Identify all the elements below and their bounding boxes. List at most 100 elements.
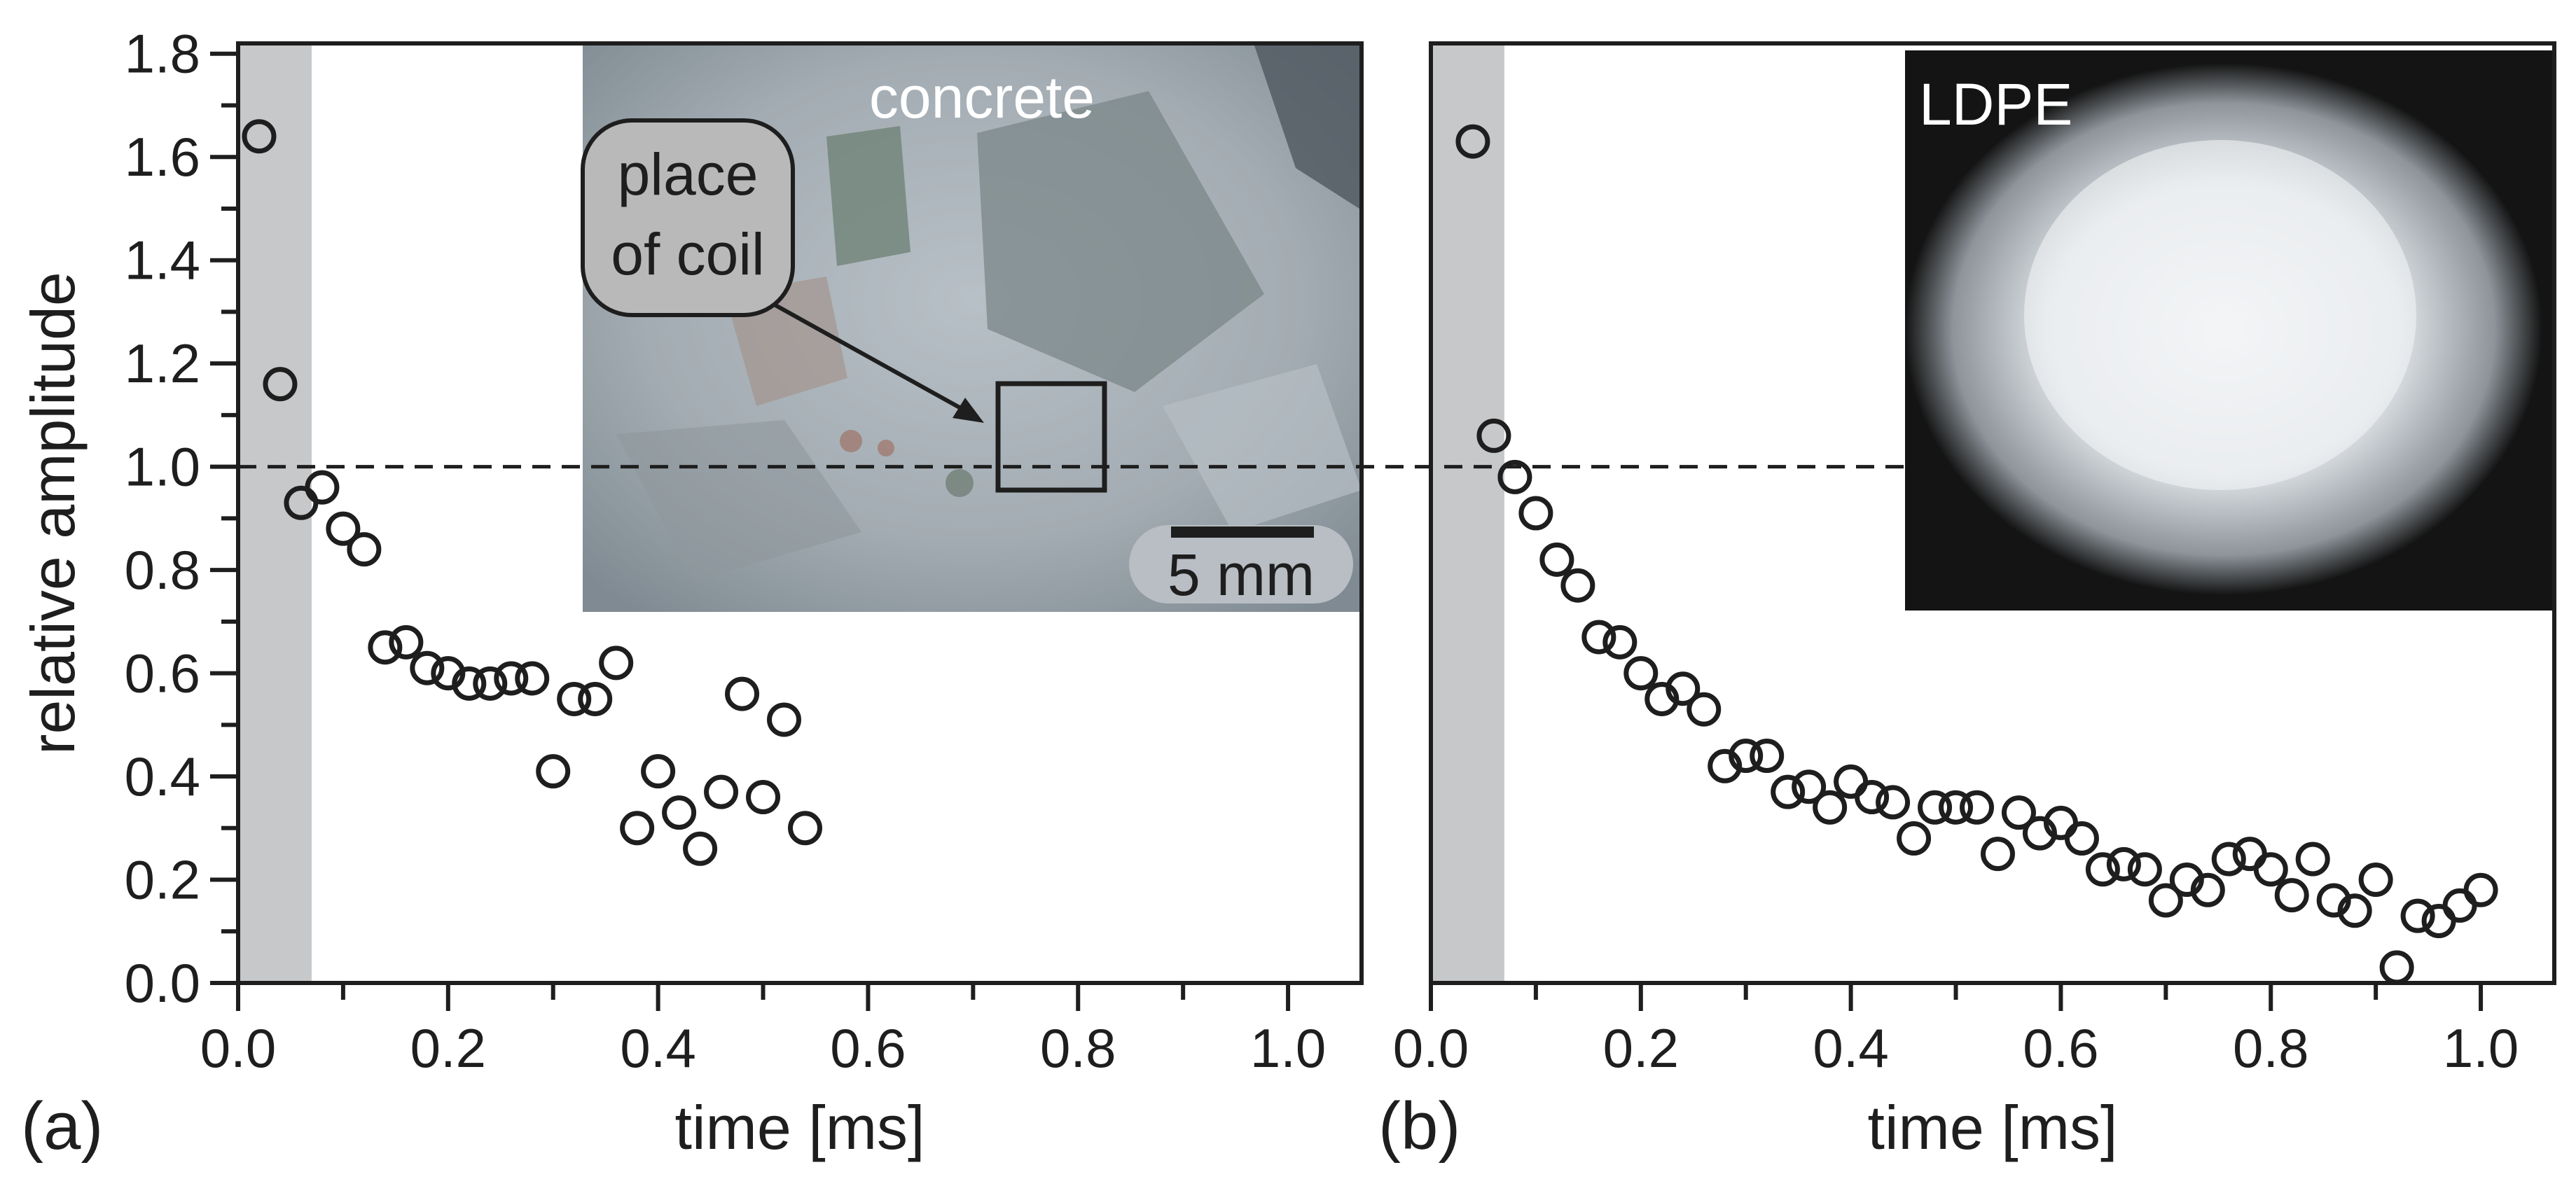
y-tick-label: 0.8 [125,539,200,601]
data-point [2337,893,2372,928]
data-point [2421,904,2456,939]
callout-line-1: place [618,141,759,207]
data-point [662,795,697,830]
plot-frame-b [1429,41,2556,985]
data-point [2295,842,2330,877]
x-tick-label: 1.0 [1250,1017,1326,1079]
pellet-heap-core [2024,140,2416,490]
data-point [1834,764,1869,799]
y-tick-label: 0.2 [125,849,200,911]
data-point [494,661,529,696]
data-point [1708,748,1743,783]
data-point [1497,459,1532,494]
data-point [452,666,487,701]
data-point [242,119,277,154]
data-point [2232,837,2267,872]
x-tick-label: 0.6 [2023,1017,2098,1079]
data-point [1602,625,1637,660]
data-point [2190,872,2225,907]
data-point [1518,496,1553,531]
data-point [1476,418,1511,453]
callout-arrow [769,300,974,417]
y-tick-label: 0.0 [125,952,200,1014]
data-point [515,661,550,696]
y-tick-label: 1.8 [125,23,200,85]
data-point [2064,821,2099,856]
data-point [2400,898,2435,933]
data-point [2442,888,2477,923]
data-point [1918,790,1953,825]
data-point [263,367,298,402]
data-point [536,754,571,789]
data-point [326,511,361,546]
x-axis-ticks-b: 0.0 0.2 0.4 0.6 0.8 1.0 [1393,983,2519,1079]
panel-label-a: (a) [21,1089,103,1164]
data-point [347,532,382,567]
x-tick-label: 0.2 [1603,1017,1679,1079]
y-tick-label: 1.4 [125,230,200,291]
x-tick-label: 0.4 [1813,1017,1888,1079]
data-point [1876,785,1911,820]
data-point [410,650,445,685]
y-tick-label: 1.0 [125,436,200,498]
data-point [2085,852,2120,887]
data-point [1897,821,1932,856]
x-tick-label: 0.6 [830,1017,906,1079]
data-point [1666,671,1701,706]
data-point [2316,883,2351,918]
data-point [1644,681,1680,716]
aggregate-pebble [840,430,862,452]
panel-b: LDPE 0.0 0.2 0.4 0.6 0.8 1.0 time [ms] (b) [1378,41,2556,1164]
data-point [725,676,760,711]
x-tick-label: 0.8 [1040,1017,1116,1079]
data-point [473,666,508,701]
x-tick-label: 0.4 [620,1017,695,1079]
y-tick-label: 1.2 [125,333,200,394]
data-point [1771,774,1806,809]
data-point [1750,739,1785,774]
data-point [1855,780,1890,815]
data-point [2379,950,2414,985]
series-markers-a [242,119,822,866]
data-point [2127,852,2162,887]
data-point [683,831,718,866]
data-point [746,780,781,815]
series-markers-b [1455,124,2498,985]
data-point [1623,656,1659,691]
plot-frame-a [236,41,1364,985]
inset-title-ldpe: LDPE [1919,71,2072,137]
data-point [1539,542,1574,577]
scale-bar [1171,526,1314,538]
data-point [1560,568,1595,603]
data-point [620,811,655,846]
data-point [1792,769,1827,804]
data-point [787,811,822,846]
data-point [1455,124,1490,159]
aggregate-stone [826,126,910,266]
data-point [389,625,424,660]
aggregate-pebble [878,440,894,456]
gate-shading-b [1431,43,1504,983]
data-point [557,681,592,716]
x-tick-label: 0.2 [410,1017,486,1079]
data-point [368,630,403,665]
inset-title-concrete: concrete [869,64,1095,130]
callout-arrowhead [953,398,984,423]
data-point [1687,692,1722,727]
data-point [641,754,676,789]
panel-a: place of coil concrete 5 mm 0.0 0.2 0.4 0.6… [18,23,1364,1164]
gate-shading-a [238,43,312,983]
x-tick-label: 0.0 [200,1017,276,1079]
data-point [599,646,634,681]
y-axis-title: relative amplitude [18,272,88,755]
y-tick-label: 1.6 [125,126,200,188]
data-point [2358,863,2393,898]
aggregate-stone [1163,364,1362,532]
aggregate-stone [1254,43,1362,210]
callout-bubble [581,118,795,317]
data-point [2148,883,2183,918]
data-point [1581,620,1616,655]
data-point [2169,863,2204,898]
x-axis-title-b: time [ms] [1868,1093,2118,1162]
concrete-photo-inset [583,43,1362,612]
